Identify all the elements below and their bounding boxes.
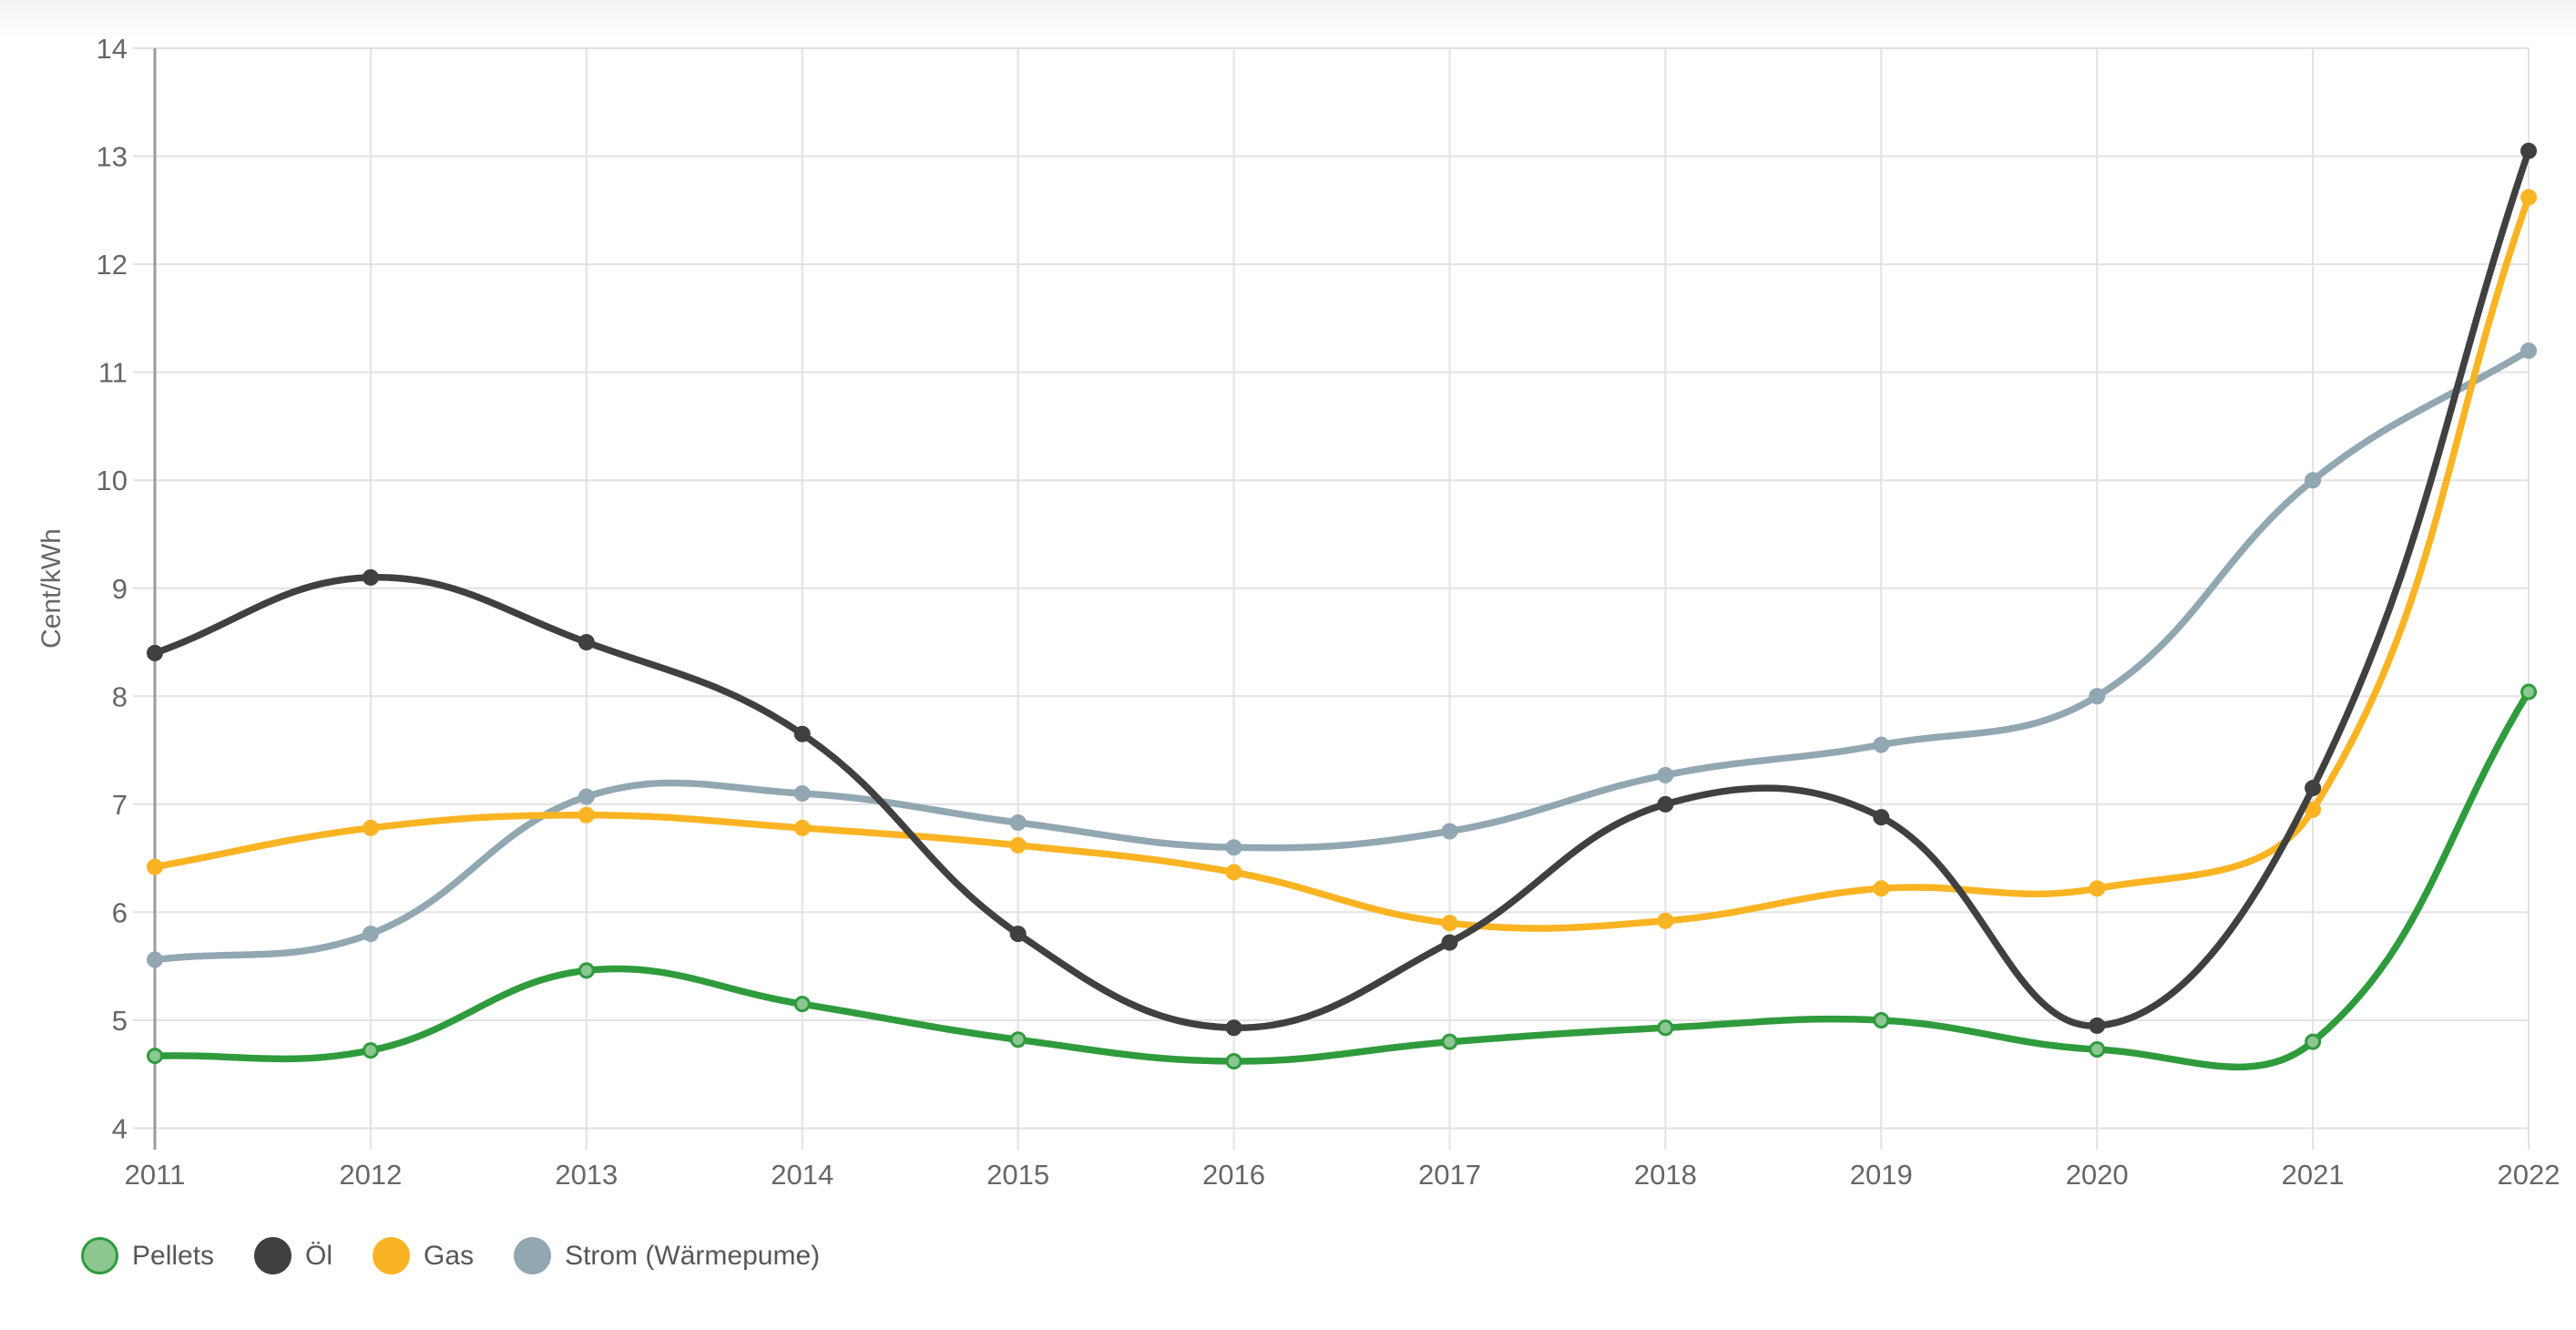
series-oel bbox=[147, 142, 2537, 1037]
data-point-pellets[interactable] bbox=[578, 962, 595, 979]
data-point-oel[interactable] bbox=[1225, 1019, 1242, 1037]
data-point-pellets[interactable] bbox=[1441, 1033, 1458, 1050]
data-point-strom[interactable] bbox=[578, 788, 595, 805]
x-tick-label: 2013 bbox=[555, 1159, 618, 1191]
series-line-strom bbox=[151, 347, 2532, 964]
y-tick-label: 12 bbox=[97, 249, 128, 281]
strom-legend-swatch-icon bbox=[514, 1237, 552, 1274]
pellets-legend-swatch-icon bbox=[81, 1237, 118, 1274]
y-tick-label: 10 bbox=[97, 465, 128, 496]
data-point-pellets[interactable] bbox=[1225, 1052, 1242, 1069]
x-tick-label: 2019 bbox=[1850, 1159, 1913, 1191]
data-point-oel[interactable] bbox=[2089, 1017, 2106, 1034]
data-point-strom[interactable] bbox=[147, 951, 163, 968]
data-point-oel[interactable] bbox=[793, 725, 811, 742]
data-point-strom[interactable] bbox=[362, 926, 379, 943]
x-tick-label: 2022 bbox=[2498, 1159, 2561, 1191]
y-tick-label: 8 bbox=[112, 680, 128, 712]
y-tick-label: 13 bbox=[97, 141, 128, 173]
data-point-pellets[interactable] bbox=[1657, 1019, 1674, 1037]
data-point-oel[interactable] bbox=[362, 568, 379, 586]
legend-item-oel[interactable]: Öl bbox=[254, 1237, 332, 1274]
data-point-gas[interactable] bbox=[2089, 880, 2106, 897]
data-point-oel[interactable] bbox=[1441, 934, 1458, 951]
data-point-oel[interactable] bbox=[1873, 809, 1890, 826]
data-point-oel[interactable] bbox=[1657, 795, 1674, 813]
data-point-strom[interactable] bbox=[1657, 766, 1674, 783]
data-point-strom[interactable] bbox=[1441, 823, 1458, 840]
data-point-gas[interactable] bbox=[1009, 836, 1027, 854]
data-point-oel[interactable] bbox=[578, 634, 595, 651]
data-point-pellets[interactable] bbox=[793, 996, 811, 1013]
data-point-pellets[interactable] bbox=[362, 1042, 379, 1059]
series-strom bbox=[147, 342, 2537, 968]
data-point-oel[interactable] bbox=[2305, 780, 2322, 797]
y-tick-label: 4 bbox=[112, 1113, 128, 1145]
gas-legend-swatch-icon bbox=[373, 1237, 411, 1274]
legend-item-pellets[interactable]: Pellets bbox=[81, 1237, 214, 1274]
data-point-pellets[interactable] bbox=[2520, 683, 2537, 701]
chart-legend: Pellets Öl Gas Strom (Wärmepume) bbox=[81, 1237, 820, 1274]
y-tick-label: 14 bbox=[97, 33, 128, 65]
series-pellets bbox=[147, 683, 2537, 1071]
x-tick-label: 2020 bbox=[2066, 1159, 2129, 1191]
data-point-strom[interactable] bbox=[1009, 814, 1027, 832]
legend-item-strom[interactable]: Strom (Wärmepume) bbox=[514, 1237, 820, 1274]
x-tick-label: 2012 bbox=[339, 1159, 402, 1191]
y-tick-label: 6 bbox=[112, 896, 128, 928]
data-point-pellets[interactable] bbox=[1873, 1011, 1890, 1028]
data-point-pellets[interactable] bbox=[147, 1048, 163, 1065]
data-point-gas[interactable] bbox=[147, 858, 163, 875]
data-point-gas[interactable] bbox=[578, 806, 595, 824]
x-tick-label: 2011 bbox=[125, 1159, 186, 1191]
data-point-strom[interactable] bbox=[1873, 736, 1890, 753]
legend-label-strom: Strom (Wärmepume) bbox=[565, 1240, 821, 1271]
data-point-gas[interactable] bbox=[793, 819, 811, 836]
legend-label-gas: Gas bbox=[424, 1240, 475, 1271]
y-tick-label: 9 bbox=[112, 573, 128, 605]
legend-label-pellets: Pellets bbox=[132, 1240, 215, 1271]
x-tick-label: 2015 bbox=[986, 1159, 1049, 1191]
y-tick-label: 5 bbox=[112, 1005, 128, 1037]
data-point-oel[interactable] bbox=[2520, 142, 2537, 159]
x-tick-label: 2016 bbox=[1202, 1159, 1265, 1191]
oel-legend-swatch-icon bbox=[254, 1237, 292, 1274]
data-point-gas[interactable] bbox=[1657, 912, 1674, 929]
x-tick-label: 2021 bbox=[2282, 1159, 2345, 1191]
y-axis-title: Cent/kWh bbox=[36, 528, 66, 649]
series-gas bbox=[147, 189, 2537, 932]
series-line-pellets bbox=[151, 688, 2532, 1071]
data-point-gas[interactable] bbox=[362, 819, 379, 836]
data-point-pellets[interactable] bbox=[2089, 1040, 2106, 1058]
data-point-oel[interactable] bbox=[147, 644, 163, 661]
data-point-strom[interactable] bbox=[2089, 688, 2106, 705]
data-point-pellets[interactable] bbox=[1009, 1031, 1027, 1049]
y-tick-label: 7 bbox=[112, 789, 128, 821]
data-point-pellets[interactable] bbox=[2305, 1033, 2322, 1050]
x-tick-label: 2014 bbox=[771, 1159, 833, 1191]
data-point-gas[interactable] bbox=[1225, 864, 1242, 881]
data-point-strom[interactable] bbox=[2305, 472, 2322, 489]
series-line-oel bbox=[151, 147, 2532, 1031]
data-point-strom[interactable] bbox=[1225, 839, 1242, 856]
data-point-gas[interactable] bbox=[2520, 189, 2537, 206]
x-tick-label: 2017 bbox=[1418, 1159, 1481, 1191]
x-tick-label: 2018 bbox=[1634, 1159, 1697, 1191]
data-point-strom[interactable] bbox=[793, 784, 811, 802]
y-tick-label: 11 bbox=[98, 357, 128, 389]
data-point-oel[interactable] bbox=[1009, 926, 1027, 943]
data-point-gas[interactable] bbox=[1873, 880, 1890, 897]
series-line-gas bbox=[151, 193, 2532, 932]
legend-item-gas[interactable]: Gas bbox=[373, 1237, 474, 1274]
data-point-gas[interactable] bbox=[2305, 801, 2322, 818]
data-point-strom[interactable] bbox=[2520, 342, 2537, 359]
data-point-gas[interactable] bbox=[1441, 915, 1458, 932]
legend-label-oel: Öl bbox=[305, 1240, 333, 1271]
